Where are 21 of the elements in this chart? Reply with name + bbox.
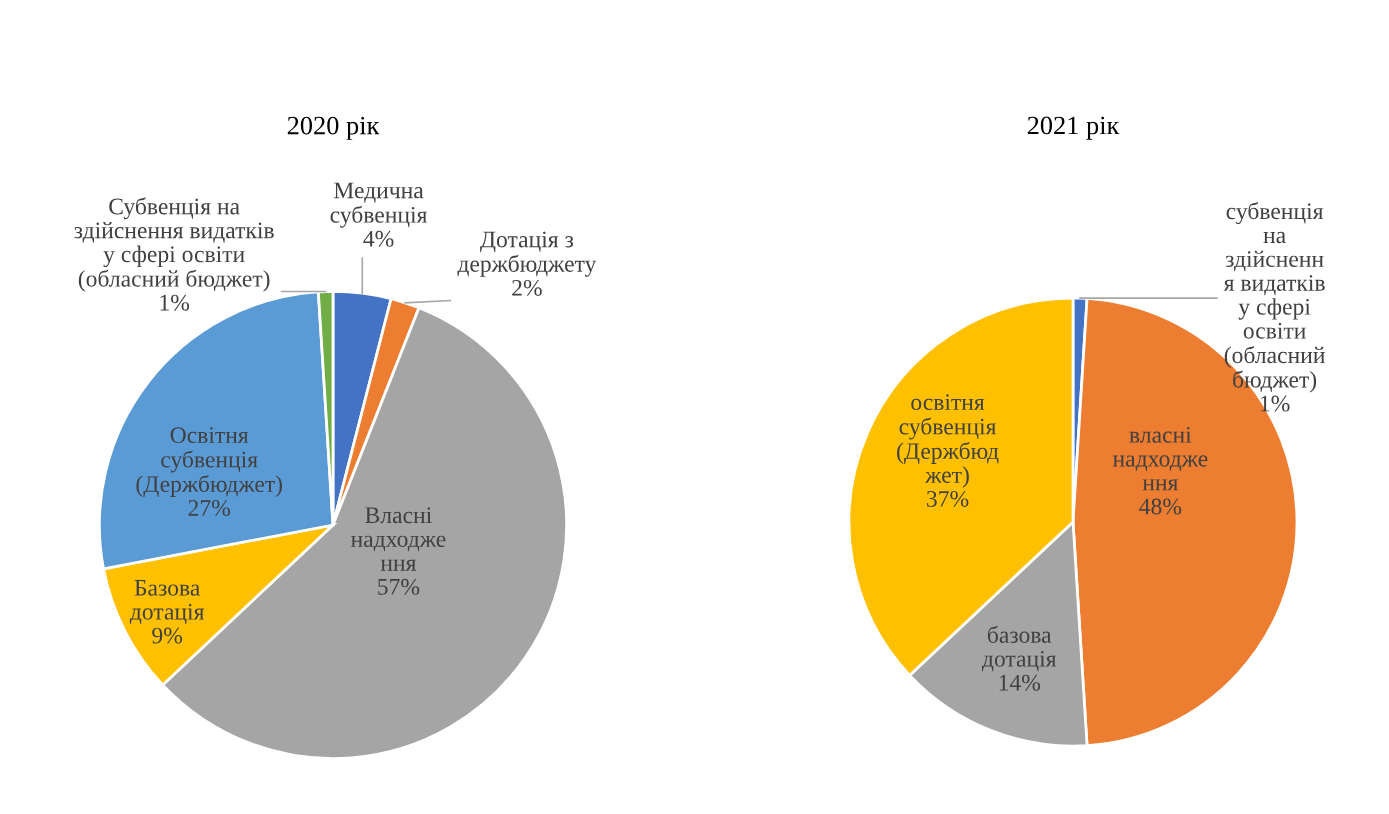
data-label: 1%: [160, 294, 190, 311]
slice-label: Медична субвенція: [330, 182, 428, 228]
data-label: 48%: [1139, 498, 1182, 515]
slice-label: власні надходже ння: [1112, 426, 1208, 491]
data-label: 37%: [927, 490, 969, 507]
data-label: 1%: [1260, 395, 1290, 412]
slice-label: Власні надходже ння: [351, 507, 446, 571]
data-label: 2%: [512, 279, 542, 296]
slice-label: базова дотація: [981, 625, 1057, 672]
chart-title: 2020 рік: [287, 116, 380, 140]
data-label: 57%: [378, 578, 420, 595]
slice-label: Дотація з держбюджету: [457, 231, 597, 277]
slice-label: освітня субвенція (Держбюд жет): [897, 394, 999, 488]
data-label: 9%: [152, 627, 183, 644]
slice-label: Субвенція на здійснення видатків у сфері освіти (обласний бюджет): [74, 197, 274, 292]
slice-label: Освітня субвенція (Держбюджет): [136, 427, 282, 497]
data-label: 14%: [999, 674, 1041, 691]
data-label: 4%: [363, 230, 394, 247]
data-label: 27%: [188, 500, 231, 517]
slice-label: Базова дотація: [129, 580, 205, 625]
chart-title: 2021 рік: [1027, 116, 1120, 140]
